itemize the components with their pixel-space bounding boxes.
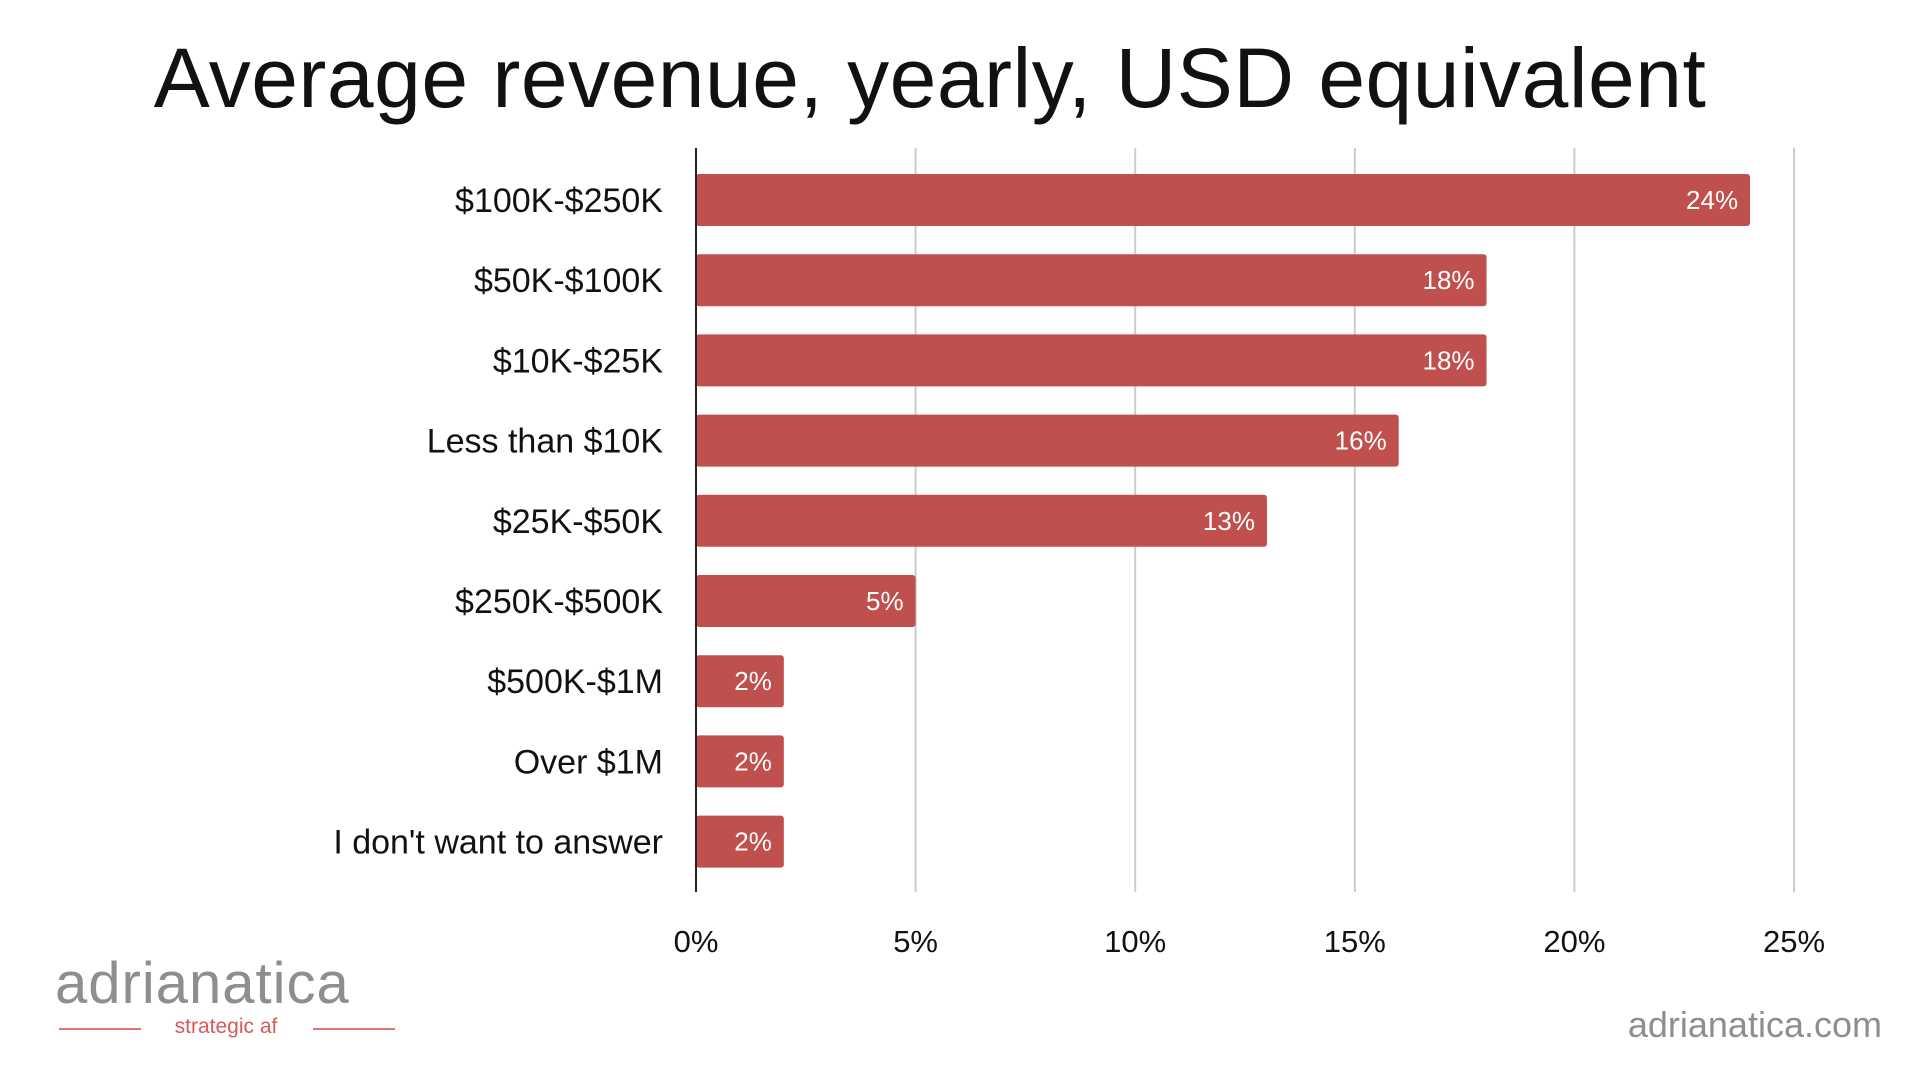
- bar: [696, 494, 1267, 547]
- logo-wordmark: adrianatica: [55, 951, 350, 1016]
- data-label: 18%: [1423, 265, 1475, 295]
- data-label: 24%: [1686, 185, 1738, 215]
- bar: [696, 334, 1487, 387]
- data-label: 5%: [866, 586, 904, 616]
- category-label: $10K-$25K: [493, 342, 663, 380]
- x-tick-label: 25%: [1763, 924, 1825, 959]
- brand-logo: adrianatica strategic af: [55, 955, 405, 1041]
- x-tick-label: 10%: [1104, 924, 1166, 959]
- x-tick-label: 0%: [674, 924, 719, 959]
- data-label: 16%: [1335, 426, 1387, 456]
- category-label: I don't want to answer: [333, 824, 663, 862]
- bar: [696, 254, 1487, 307]
- data-label: 13%: [1203, 506, 1255, 536]
- bar: [696, 174, 1751, 226]
- logo-rule-left: [59, 1028, 141, 1030]
- bar: [696, 735, 784, 788]
- bar: [696, 655, 784, 708]
- x-tick-label: 15%: [1324, 924, 1386, 959]
- data-label: 18%: [1423, 345, 1475, 375]
- category-label: Less than $10K: [427, 423, 664, 461]
- bar: [696, 414, 1399, 467]
- category-label: $100K-$250K: [455, 182, 663, 220]
- category-label: $50K-$100K: [474, 262, 663, 300]
- x-tick-label: 5%: [893, 924, 938, 959]
- category-label: $500K-$1M: [487, 663, 663, 701]
- data-label: 2%: [734, 827, 772, 857]
- category-label: $25K-$50K: [493, 503, 663, 541]
- bar: [696, 815, 784, 868]
- chart-title: Average revenue, yearly, USD equivalent: [153, 31, 1707, 125]
- category-label: Over $1M: [514, 743, 663, 781]
- data-label: 2%: [734, 746, 772, 776]
- bar: [696, 575, 916, 627]
- category-label: $250K-$500K: [455, 583, 663, 621]
- logo-rule-right: [313, 1028, 395, 1030]
- x-tick-label: 20%: [1543, 924, 1605, 959]
- data-label: 2%: [734, 666, 772, 696]
- website-url: adrianatica.com: [1627, 1004, 1882, 1045]
- logo-tagline: strategic af: [174, 1015, 278, 1038]
